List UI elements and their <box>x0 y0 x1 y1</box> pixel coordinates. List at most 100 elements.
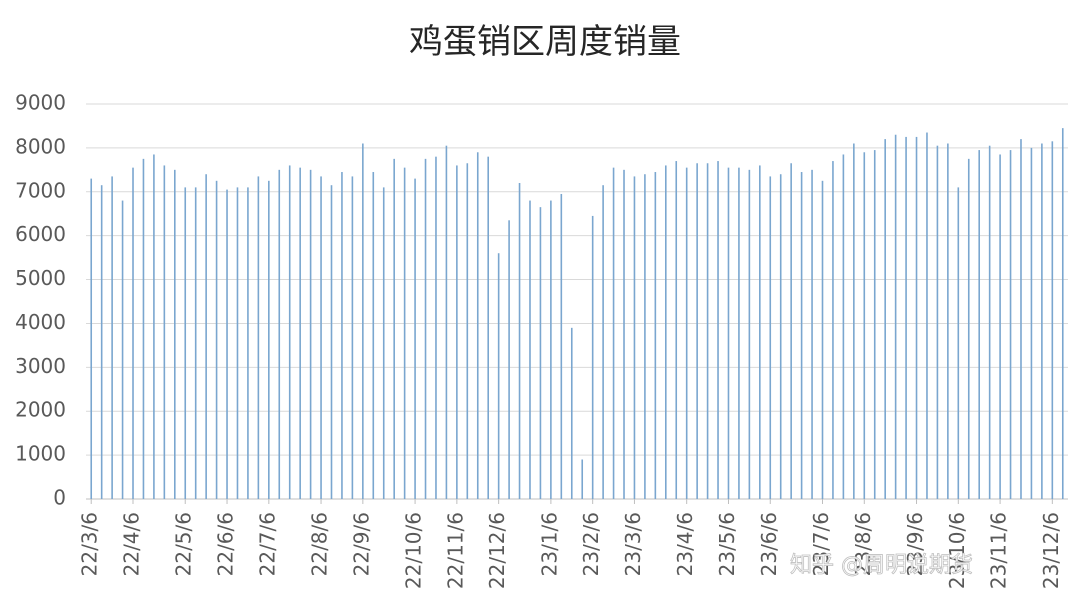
bar <box>497 253 500 499</box>
bar <box>727 167 730 499</box>
bar <box>560 193 563 499</box>
y-tick-label: 6000 <box>15 222 66 246</box>
bar <box>393 158 395 499</box>
x-tick-label: 23/11/6 <box>987 512 1011 589</box>
x-tick-label: 23/8/6 <box>851 512 875 576</box>
bar <box>215 180 218 500</box>
bar <box>779 174 782 499</box>
x-tick-label: 23/4/6 <box>673 512 697 576</box>
plot-area: 0 1000 2000 3000 4000 5000 6000 7000 8000 9000 22/… <box>15 91 1068 589</box>
watermark: 知乎 @周明说期货 <box>790 553 973 578</box>
bar <box>978 150 981 500</box>
bar <box>915 136 918 499</box>
x-tick-label: 22/7/6 <box>255 512 279 576</box>
bar <box>1051 141 1054 500</box>
bar <box>591 215 594 499</box>
bar <box>278 169 281 500</box>
bar <box>696 163 698 499</box>
bar <box>539 207 542 499</box>
bar <box>1061 128 1064 499</box>
bar <box>205 174 207 499</box>
bar <box>967 158 970 499</box>
x-tick-label: 22/5/6 <box>172 512 196 576</box>
bar <box>194 187 197 499</box>
bar <box>163 165 166 499</box>
bar <box>633 176 636 499</box>
bar <box>1009 150 1012 500</box>
bar <box>90 178 93 499</box>
x-tick-label: 23/1/6 <box>537 512 561 576</box>
bar <box>675 161 678 500</box>
bar <box>821 180 824 500</box>
bar <box>299 167 301 499</box>
x-tick-label: 22/9/6 <box>349 512 373 576</box>
bar <box>247 187 249 499</box>
bar <box>988 145 991 499</box>
bar <box>341 172 343 499</box>
bar <box>717 161 719 500</box>
y-tick-label: 4000 <box>15 310 66 334</box>
bar <box>320 176 322 499</box>
bar <box>550 200 552 500</box>
bar <box>738 167 740 499</box>
bar <box>518 183 521 499</box>
bar <box>403 167 406 499</box>
bar <box>570 327 573 499</box>
bar <box>884 139 886 499</box>
bar <box>173 169 176 500</box>
x-tick-label: 22/10/6 <box>402 512 426 589</box>
x-tick-label: 23/6/6 <box>757 512 781 576</box>
bar <box>466 163 469 499</box>
bar <box>184 187 187 499</box>
bar <box>644 174 646 499</box>
bar <box>790 163 792 499</box>
x-tick-label: 23/7/6 <box>809 512 833 576</box>
bar <box>330 185 333 499</box>
bar <box>100 185 103 499</box>
bar <box>863 152 866 499</box>
bar <box>769 176 772 499</box>
bar <box>111 176 113 499</box>
x-tick-label: 23/5/6 <box>715 512 739 576</box>
bar <box>811 169 813 500</box>
y-tick-label: 1000 <box>15 442 66 466</box>
bar <box>309 169 312 500</box>
bar <box>153 154 155 499</box>
bar <box>602 185 604 499</box>
bar <box>487 156 490 499</box>
bar <box>1020 139 1022 499</box>
bar <box>685 167 688 499</box>
bar <box>832 161 834 500</box>
bar <box>288 165 291 499</box>
x-tick-label: 23/10/6 <box>945 512 969 589</box>
x-tick-label: 22/6/6 <box>214 512 238 576</box>
y-tick-label: 5000 <box>15 266 66 290</box>
y-tick-label: 8000 <box>15 134 66 158</box>
x-tick-label: 22/3/6 <box>78 512 102 576</box>
bar <box>132 167 134 499</box>
bar <box>947 143 949 499</box>
bar <box>226 189 228 500</box>
bar <box>351 176 354 499</box>
bar <box>362 143 364 499</box>
bar <box>842 154 845 499</box>
y-tick-label: 2000 <box>15 398 66 422</box>
x-tick-label: 22/4/6 <box>120 512 144 576</box>
bar <box>654 172 657 499</box>
x-tick-label: 22/8/6 <box>308 512 332 576</box>
bar <box>800 172 803 499</box>
bar <box>445 145 448 499</box>
bar <box>414 178 416 499</box>
y-tick-label: 0 <box>53 486 66 510</box>
bar <box>529 200 531 500</box>
y-tick-label: 9000 <box>15 91 66 115</box>
bar <box>456 165 458 499</box>
bar <box>476 152 479 499</box>
x-tick-label: 23/3/6 <box>621 512 645 576</box>
x-tick-label: 23/12/6 <box>1039 512 1063 589</box>
bar <box>748 169 751 500</box>
y-tick-label: 7000 <box>15 178 66 202</box>
bar <box>706 163 709 499</box>
bar <box>957 187 960 499</box>
